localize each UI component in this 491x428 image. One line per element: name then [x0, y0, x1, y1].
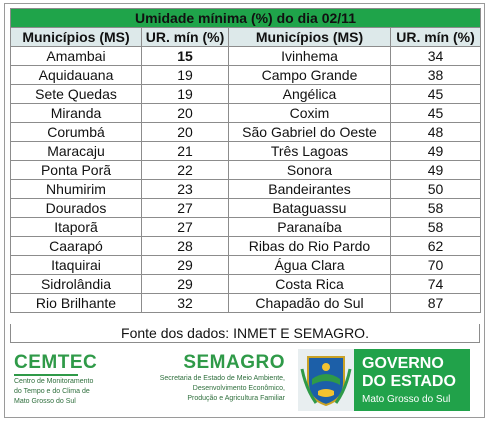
- municipio-cell: Angélica: [228, 84, 391, 104]
- table-row: Dourados 27 Bataguassu 58: [10, 198, 482, 218]
- semagro-subtitle-1: Secretaria de Estado de Meio Ambiente,: [159, 375, 285, 382]
- table-title: Umidade mínima (%) do dia 02/11: [9, 8, 482, 28]
- humidity-value-cell: 45: [389, 84, 482, 104]
- municipio-cell: Miranda: [10, 103, 142, 123]
- municipio-cell: Amambai: [10, 46, 142, 66]
- humidity-value-cell: 19: [141, 65, 229, 85]
- municipio-cell: Ponta Porã: [10, 160, 142, 180]
- municipio-cell: Chapadão do Sul: [228, 293, 391, 313]
- column-header-ur-right: UR. mín (%): [389, 27, 482, 47]
- municipio-cell: Caarapó: [10, 236, 142, 256]
- humidity-value-cell: 49: [389, 141, 482, 161]
- governo-line-1: GOVERNO: [362, 355, 444, 372]
- humidity-value-cell: 29: [141, 274, 229, 294]
- logo-footer: CEMTEC Centro de Monitoramento do Tempo …: [10, 345, 480, 415]
- cemtec-logo: CEMTEC Centro de Monitoramento do Tempo …: [14, 353, 154, 406]
- humidity-value-cell: 62: [389, 236, 482, 256]
- municipio-cell: Água Clara: [228, 255, 391, 275]
- municipio-cell: Três Lagoas: [228, 141, 391, 161]
- table-row: Itaporã 27 Paranaíba 58: [10, 217, 482, 237]
- table-header-row: Municípios (MS) UR. mín (%) Municípios (…: [10, 27, 482, 47]
- municipio-cell: Ribas do Rio Pardo: [228, 236, 391, 256]
- table-title-row: Umidade mínima (%) do dia 02/11: [9, 8, 482, 28]
- municipio-cell: Rio Brilhante: [10, 293, 142, 313]
- table-row: Sete Quedas 19 Angélica 45: [10, 84, 482, 104]
- humidity-value-cell: 87: [389, 293, 482, 313]
- municipio-cell: Maracaju: [10, 141, 142, 161]
- cemtec-subtitle-2: do Tempo e do Clima de: [14, 388, 90, 395]
- semagro-subtitle-2: Desenvolvimento Econômico,: [192, 385, 285, 392]
- humidity-value-cell: 21: [141, 141, 229, 161]
- humidity-value-cell: 22: [141, 160, 229, 180]
- municipio-cell: Nhumirim: [10, 179, 142, 199]
- humidity-value-cell: 74: [389, 274, 482, 294]
- table-row: Nhumirim 23 Bandeirantes 50: [10, 179, 482, 199]
- municipio-cell: Bataguassu: [228, 198, 391, 218]
- table-row: Amambai 15 Ivinhema 34: [10, 46, 482, 66]
- municipio-cell: São Gabriel do Oeste: [228, 122, 391, 142]
- governo-line-3: Mato Grosso do Sul: [362, 394, 451, 405]
- table-row: Itaquirai 29 Água Clara 70: [10, 255, 482, 275]
- municipio-cell: Bandeirantes: [228, 179, 391, 199]
- humidity-value-cell: 20: [141, 103, 229, 123]
- semagro-subtitle-3: Produção e Agricultura Familiar: [187, 395, 285, 402]
- table-row: Sidrolândia 29 Costa Rica 74: [10, 274, 482, 294]
- table-row: Miranda 20 Coxim 45: [10, 103, 482, 123]
- humidity-value-cell: 45: [389, 103, 482, 123]
- state-coat-of-arms-icon: [298, 349, 354, 411]
- municipio-cell: Paranaíba: [228, 217, 391, 237]
- semagro-name: SEMAGRO: [183, 352, 285, 373]
- municipio-cell: Dourados: [10, 198, 142, 218]
- data-source-note: Fonte dos dados: INMET E SEMAGRO.: [10, 324, 480, 343]
- humidity-value-cell: 29: [141, 255, 229, 275]
- humidity-value-cell: 23: [141, 179, 229, 199]
- humidity-value-cell-lowest: 15: [141, 46, 229, 66]
- humidity-value-cell: 58: [389, 198, 482, 218]
- humidity-value-cell: 19: [141, 84, 229, 104]
- municipio-cell: Corumbá: [10, 122, 142, 142]
- humidity-value-cell: 27: [141, 217, 229, 237]
- municipio-cell: Costa Rica: [228, 274, 391, 294]
- table-row: Rio Brilhante 32 Chapadão do Sul 87: [10, 293, 482, 313]
- column-header-municipio-right: Municípios (MS): [228, 27, 391, 47]
- humidity-value-cell: 28: [141, 236, 229, 256]
- municipio-cell: Sonora: [228, 160, 391, 180]
- table-row: Maracaju 21 Três Lagoas 49: [10, 141, 482, 161]
- municipio-cell: Aquidauana: [10, 65, 142, 85]
- municipio-cell: Sete Quedas: [10, 84, 142, 104]
- municipio-cell: Coxim: [228, 103, 391, 123]
- table-row: Corumbá 20 São Gabriel do Oeste 48: [10, 122, 482, 142]
- column-header-municipio-left: Municípios (MS): [10, 27, 142, 47]
- humidity-value-cell: 20: [141, 122, 229, 142]
- humidity-value-cell: 58: [389, 217, 482, 237]
- humidity-table: Umidade mínima (%) do dia 02/11 Municípi…: [9, 8, 482, 313]
- municipio-cell: Campo Grande: [228, 65, 391, 85]
- humidity-value-cell: 34: [389, 46, 482, 66]
- municipio-cell: Ivinhema: [228, 46, 391, 66]
- table-row: Ponta Porã 22 Sonora 49: [10, 160, 482, 180]
- humidity-value-cell: 32: [141, 293, 229, 313]
- cemtec-underline: [14, 374, 78, 376]
- municipio-cell: Itaporã: [10, 217, 142, 237]
- cemtec-subtitle-1: Centro de Monitoramento: [14, 378, 94, 385]
- column-header-ur-left: UR. mín (%): [141, 27, 229, 47]
- humidity-value-cell: 70: [389, 255, 482, 275]
- humidity-value-cell: 49: [389, 160, 482, 180]
- governo-logo: GOVERNO DO ESTADO Mato Grosso do Sul: [354, 349, 470, 411]
- humidity-value-cell: 38: [389, 65, 482, 85]
- table-row: Caarapó 28 Ribas do Rio Pardo 62: [10, 236, 482, 256]
- humidity-value-cell: 50: [389, 179, 482, 199]
- municipio-cell: Sidrolândia: [10, 274, 142, 294]
- table-row: Aquidauana 19 Campo Grande 38: [10, 65, 482, 85]
- cemtec-name: CEMTEC: [14, 352, 98, 373]
- governo-line-2: DO ESTADO: [362, 373, 456, 390]
- municipio-cell: Itaquirai: [10, 255, 142, 275]
- humidity-value-cell: 27: [141, 198, 229, 218]
- cemtec-subtitle-3: Mato Grosso do Sul: [14, 398, 76, 405]
- semagro-logo: SEMAGRO Secretaria de Estado de Meio Amb…: [150, 353, 285, 403]
- humidity-value-cell: 48: [389, 122, 482, 142]
